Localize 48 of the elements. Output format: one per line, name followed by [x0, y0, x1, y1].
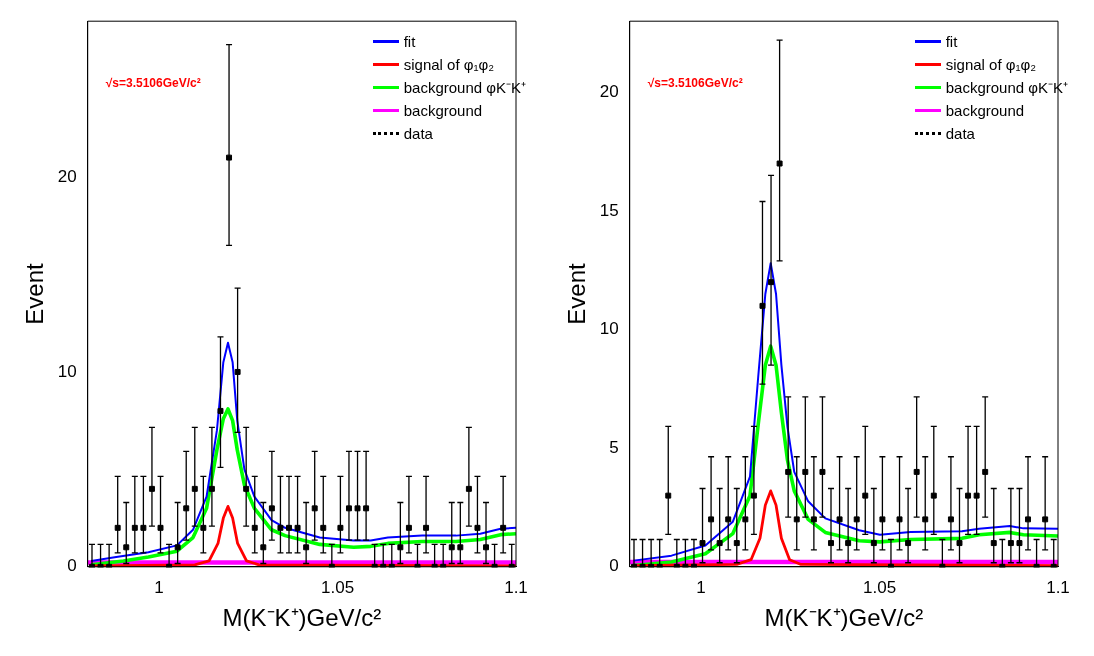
x-axis-title: M(K⁻K⁺)GeV/c²: [764, 604, 924, 632]
y-tick-label: 0: [67, 556, 77, 576]
point: [896, 516, 903, 523]
point: [140, 524, 147, 531]
point: [1016, 540, 1023, 547]
legend-label: background: [945, 101, 1025, 121]
y-tick-label: 15: [599, 200, 619, 220]
legend-label: data: [403, 124, 433, 144]
y-axis-title: Event: [563, 262, 591, 325]
point: [956, 540, 963, 547]
point: [879, 516, 886, 523]
legend-label: signal of φ₁φ₂: [403, 55, 495, 75]
legend-label: background φK⁻K⁺: [945, 78, 1068, 98]
annotation: √s=3.5106GeV/c²: [647, 75, 743, 90]
legend-label: fit: [403, 32, 416, 52]
y-tick-label: 20: [599, 82, 619, 102]
point: [354, 505, 361, 512]
y-tick-label: 5: [609, 437, 619, 457]
point: [474, 524, 481, 531]
point: [217, 407, 224, 414]
y-tick-label: 0: [609, 556, 619, 576]
x-tick-label: 1: [696, 577, 706, 597]
legend-label: background: [403, 101, 483, 121]
annotation: √s=3.5106GeV/c²: [105, 75, 201, 90]
point: [776, 160, 783, 167]
legend-label: background φK⁻K⁺: [403, 78, 526, 98]
x-tick-label: 1.1: [504, 577, 528, 597]
point: [294, 524, 301, 531]
x-tick-label: 1.1: [1046, 577, 1070, 597]
point: [836, 516, 843, 523]
y-tick-label: 20: [57, 166, 77, 186]
legend-label: data: [945, 124, 975, 144]
y-tick-label: 10: [57, 361, 77, 381]
point: [157, 524, 164, 531]
x-tick-label: 1.05: [863, 577, 897, 597]
point: [819, 468, 826, 475]
x-axis-title: M(K⁻K⁺)GeV/c²: [222, 604, 382, 632]
x-tick-label: 1.05: [321, 577, 355, 597]
x-tick-label: 1: [154, 577, 164, 597]
point: [759, 302, 766, 309]
y-axis-title: Event: [21, 262, 49, 325]
point: [277, 524, 284, 531]
point: [337, 524, 344, 531]
point: [699, 540, 706, 547]
y-tick-label: 10: [599, 319, 619, 339]
point: [234, 368, 241, 375]
legend-label: signal of φ₁φ₂: [945, 55, 1037, 75]
legend-label: fit: [945, 32, 958, 52]
